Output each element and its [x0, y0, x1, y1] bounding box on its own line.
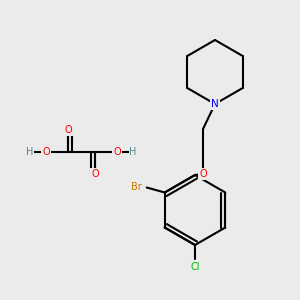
Text: O: O	[64, 125, 72, 135]
Text: H: H	[129, 147, 137, 157]
Text: Cl: Cl	[190, 262, 200, 272]
Text: O: O	[113, 147, 121, 157]
Text: O: O	[42, 147, 50, 157]
Text: H: H	[26, 147, 34, 157]
Text: O: O	[199, 169, 207, 179]
Text: O: O	[91, 169, 99, 179]
Text: Br: Br	[131, 182, 142, 193]
Text: N: N	[211, 99, 219, 109]
